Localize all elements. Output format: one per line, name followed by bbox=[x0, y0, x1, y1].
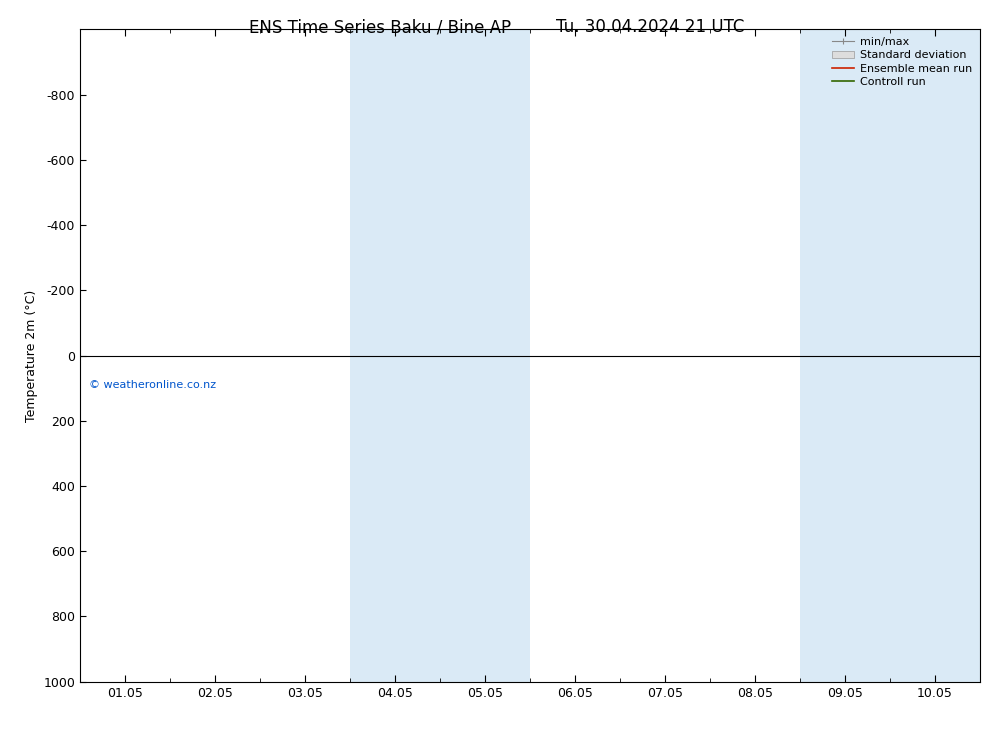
Text: Tu. 30.04.2024 21 UTC: Tu. 30.04.2024 21 UTC bbox=[556, 18, 744, 37]
Bar bbox=[350, 29, 440, 682]
Text: ENS Time Series Baku / Bine AP: ENS Time Series Baku / Bine AP bbox=[249, 18, 511, 37]
Legend: min/max, Standard deviation, Ensemble mean run, Controll run: min/max, Standard deviation, Ensemble me… bbox=[828, 33, 977, 92]
Bar bbox=[800, 29, 890, 682]
Text: © weatheronline.co.nz: © weatheronline.co.nz bbox=[89, 380, 216, 390]
Bar bbox=[440, 29, 530, 682]
Y-axis label: Temperature 2m (°C): Temperature 2m (°C) bbox=[25, 290, 38, 421]
Bar bbox=[890, 29, 980, 682]
